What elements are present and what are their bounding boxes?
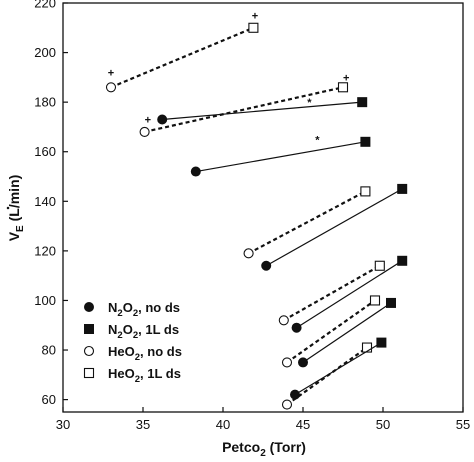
point-no-ds	[278, 315, 289, 326]
x-tick-label: 50	[376, 417, 390, 432]
pair-line	[144, 86, 344, 133]
point-1l-ds	[386, 297, 396, 308]
pair-line	[248, 190, 366, 255]
x-tick-label: 45	[296, 417, 310, 432]
x-tick-label: 35	[136, 417, 150, 432]
point-1l-ds	[397, 183, 408, 194]
point-1l-ds	[248, 22, 259, 33]
point-1l-ds	[369, 295, 381, 306]
legend-item: N2O2, no ds	[84, 300, 180, 319]
legend: N2O2, no ds N2O2, 1L ds HeO2, no ds HeO2, 1…	[83, 300, 182, 385]
axis-ticks: 30 35 40 45 50 55 60 80 100 120 140 160 180 200 220	[34, 0, 470, 432]
point-1l-ds	[361, 342, 373, 353]
data-pairs: ++++**	[105, 10, 408, 410]
pair-line	[283, 264, 381, 322]
legend-item: HeO2, 1L ds	[83, 366, 181, 385]
point-no-ds	[139, 126, 150, 137]
pair-line	[296, 260, 403, 329]
y-tick-label: 60	[42, 392, 56, 407]
point-no-ds	[298, 357, 308, 368]
y-tick-label: 80	[42, 343, 56, 358]
significance-mark: +	[145, 115, 151, 127]
point-no-ds	[105, 82, 117, 93]
pair-line	[110, 26, 254, 89]
pair-12	[290, 337, 387, 400]
pair-10	[298, 297, 396, 368]
y-axis-label: VE (L/min)	[6, 175, 26, 242]
point-1l-ds	[397, 255, 408, 266]
y-tick-label: 220	[34, 0, 56, 11]
x-tick-label: 40	[216, 417, 230, 432]
significance-mark: +	[252, 10, 258, 22]
legend-marker	[83, 345, 95, 357]
plot-frame	[62, 2, 464, 413]
legend-marker	[84, 302, 94, 312]
point-no-ds	[281, 399, 293, 410]
point-no-ds	[291, 322, 302, 333]
significance-mark: *	[315, 134, 320, 146]
significance-mark: *	[307, 97, 312, 109]
pair-line	[302, 302, 392, 363]
legend-marker	[83, 367, 95, 379]
point-1l-ds	[374, 260, 385, 271]
legend-marker	[84, 324, 94, 334]
point-1l-ds	[357, 97, 368, 108]
point-no-ds	[157, 114, 168, 125]
pair-5	[243, 186, 371, 259]
pair-6	[261, 183, 408, 271]
point-1l-ds	[360, 136, 371, 147]
pair-2: ++	[139, 72, 349, 137]
point-1l-ds	[337, 82, 349, 93]
pair-8	[291, 255, 408, 333]
point-no-ds	[190, 166, 201, 177]
significance-mark: +	[108, 67, 114, 79]
y-tick-label: 160	[34, 144, 56, 159]
pair-line	[286, 299, 376, 364]
legend-item: HeO2, no ds	[83, 344, 182, 363]
y-tick-label: 180	[34, 95, 56, 110]
point-no-ds	[290, 389, 300, 400]
pair-line	[195, 141, 366, 173]
legend-item: N2O2, 1L ds	[84, 322, 179, 341]
pair-9	[281, 295, 381, 368]
y-tick-label: 200	[34, 45, 56, 60]
pair-line	[294, 342, 382, 396]
pair-line	[265, 188, 403, 267]
point-no-ds	[243, 248, 254, 259]
y-tick-label: 100	[34, 293, 56, 308]
pair-1: ++	[105, 10, 259, 93]
point-1l-ds	[360, 186, 371, 197]
pair-line	[162, 101, 363, 121]
legend-label: N2O2, no ds	[108, 300, 180, 319]
point-no-ds	[281, 357, 293, 368]
legend-label: HeO2, 1L ds	[108, 366, 181, 385]
x-tick-label: 30	[56, 417, 70, 432]
pair-3: *	[157, 97, 368, 125]
point-no-ds	[261, 260, 272, 271]
legend-label: HeO2, no ds	[108, 344, 182, 363]
y-tick-label: 120	[34, 243, 56, 258]
point-1l-ds	[376, 337, 387, 348]
x-tick-label: 55	[456, 417, 470, 432]
y-tick-label: 140	[34, 194, 56, 209]
significance-mark: +	[343, 72, 349, 84]
pair-4: *	[190, 134, 371, 177]
legend-label: N2O2, 1L ds	[108, 322, 179, 341]
x-axis-label: Petco2 (Torr)	[222, 439, 306, 459]
pair-7	[278, 260, 385, 326]
